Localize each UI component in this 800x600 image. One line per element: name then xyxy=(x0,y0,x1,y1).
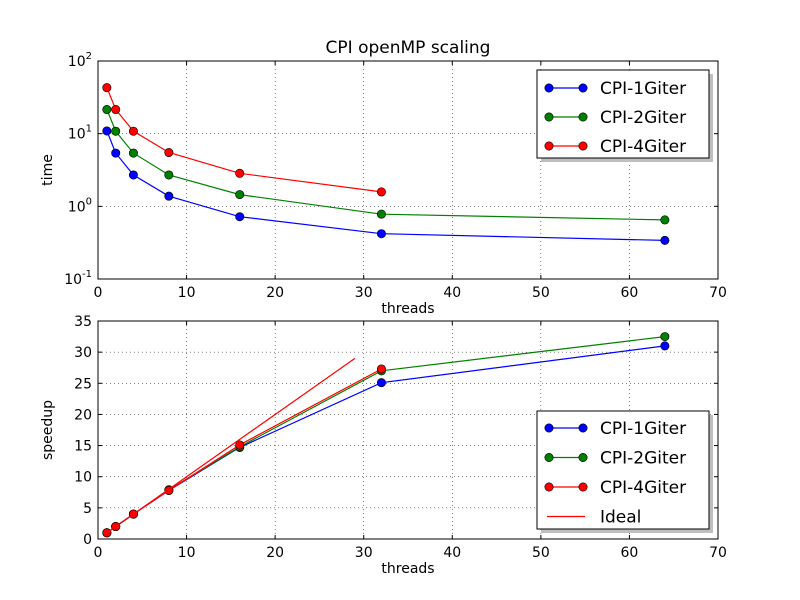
y-tick-label: 10 xyxy=(74,470,92,486)
y-tick-exponent: -1 xyxy=(82,269,92,280)
data-point-cpi-4giter xyxy=(376,364,386,374)
legend-label: CPI-4Giter xyxy=(600,478,686,498)
y-tick-label: 15 xyxy=(74,439,92,455)
data-point-cpi-2giter xyxy=(660,215,670,225)
legend-marker xyxy=(544,452,554,462)
data-point-cpi-2giter xyxy=(164,170,174,180)
legend-label: CPI-2Giter xyxy=(600,449,686,469)
x-tick-label: 30 xyxy=(355,285,373,301)
data-point-cpi-1giter xyxy=(660,341,670,351)
x-tick-label: 40 xyxy=(443,285,461,301)
y-tick-label: 102 xyxy=(68,51,92,70)
data-point-cpi-1giter xyxy=(376,378,386,388)
legend-label: Ideal xyxy=(600,508,641,528)
data-point-cpi-1giter xyxy=(164,191,174,201)
data-point-cpi-2giter xyxy=(660,332,670,342)
legend-marker xyxy=(578,423,588,433)
legend-label: CPI-1Giter xyxy=(600,79,686,99)
data-point-cpi-1giter xyxy=(102,126,112,136)
y-tick-exponent: 2 xyxy=(86,51,92,62)
chart-title: CPI openMP scaling xyxy=(326,38,491,58)
x-tick-label: 10 xyxy=(178,285,196,301)
data-point-cpi-4giter xyxy=(164,148,174,158)
data-point-cpi-4giter xyxy=(102,528,112,538)
legend-marker xyxy=(544,423,554,433)
x-tick-label: 20 xyxy=(266,545,284,561)
y-axis-label: speedup xyxy=(40,400,56,460)
x-tick-label: 60 xyxy=(621,285,639,301)
y-tick-label: 30 xyxy=(74,345,92,361)
legend-marker xyxy=(578,482,588,492)
legend-marker xyxy=(544,112,554,122)
y-tick-exponent: 1 xyxy=(86,124,92,135)
time-plot-axes: 0 10 20 30 40 50 60 7010-1100101102threadstimeC… xyxy=(40,38,727,317)
data-point-cpi-4giter xyxy=(376,187,386,197)
legend-marker xyxy=(578,452,588,462)
y-tick-exponent: 0 xyxy=(86,196,92,207)
legend-box xyxy=(536,69,710,159)
speedup-plot-axes: 0 10 20 30 40 50 60 70 0 5 10 15 20 25 30 35 threads spee… xyxy=(40,314,727,577)
y-tick-label: 25 xyxy=(74,376,92,392)
x-tick-label: 30 xyxy=(355,545,373,561)
y-tick-label: 5 xyxy=(83,501,92,517)
legend-marker xyxy=(544,482,554,492)
legend-label: CPI-1Giter xyxy=(600,419,686,439)
data-point-cpi-1giter xyxy=(128,170,138,180)
x-tick-label: 50 xyxy=(532,545,550,561)
x-tick-label: 50 xyxy=(532,285,550,301)
data-point-cpi-4giter xyxy=(111,105,121,115)
y-tick-base: 10 xyxy=(68,54,86,70)
y-tick-label: 101 xyxy=(68,124,92,143)
x-tick-label: 10 xyxy=(178,545,196,561)
legend-marker xyxy=(544,83,554,93)
y-tick-base: 10 xyxy=(64,272,82,288)
x-tick-label: 0 xyxy=(94,285,103,301)
y-tick-label: 0 xyxy=(83,532,92,548)
plot-frame xyxy=(97,320,719,540)
legend-marker xyxy=(578,112,588,122)
legend-marker xyxy=(544,141,554,151)
x-axis-label: threads xyxy=(381,301,434,317)
data-point-cpi-4giter xyxy=(102,83,112,93)
legend-box xyxy=(536,410,710,530)
data-point-cpi-2giter xyxy=(102,105,112,115)
x-tick-label: 60 xyxy=(621,545,639,561)
data-point-cpi-4giter xyxy=(128,126,138,136)
data-point-cpi-1giter xyxy=(376,229,386,239)
data-point-cpi-2giter xyxy=(376,209,386,219)
x-tick-label: 0 xyxy=(94,545,103,561)
plot-frame xyxy=(97,60,719,280)
x-tick-label: 70 xyxy=(709,285,727,301)
data-point-cpi-1giter xyxy=(660,235,670,245)
y-tick-label: 10-1 xyxy=(64,269,92,288)
y-tick-label: 100 xyxy=(68,196,92,215)
legend-label: CPI-2Giter xyxy=(600,108,686,128)
x-tick-label: 20 xyxy=(266,285,284,301)
data-point-cpi-1giter xyxy=(235,212,245,222)
y-axis-label: time xyxy=(40,154,56,186)
data-point-cpi-2giter xyxy=(111,126,121,136)
legend-marker xyxy=(578,141,588,151)
legend-marker xyxy=(578,83,588,93)
data-point-cpi-2giter xyxy=(128,148,138,158)
x-tick-label: 40 xyxy=(443,545,461,561)
data-point-cpi-4giter xyxy=(235,168,245,178)
y-tick-label: 35 xyxy=(74,314,92,330)
data-point-cpi-1giter xyxy=(111,148,121,158)
x-tick-label: 70 xyxy=(709,545,727,561)
y-tick-base: 10 xyxy=(68,199,86,215)
series-line-ideal xyxy=(106,357,356,534)
data-point-cpi-2giter xyxy=(235,190,245,200)
y-tick-base: 10 xyxy=(68,127,86,143)
legend-label: CPI-4Giter xyxy=(600,137,686,157)
data-point-cpi-4giter xyxy=(235,440,245,450)
x-axis-label: threads xyxy=(381,561,434,577)
y-tick-label: 20 xyxy=(74,407,92,423)
